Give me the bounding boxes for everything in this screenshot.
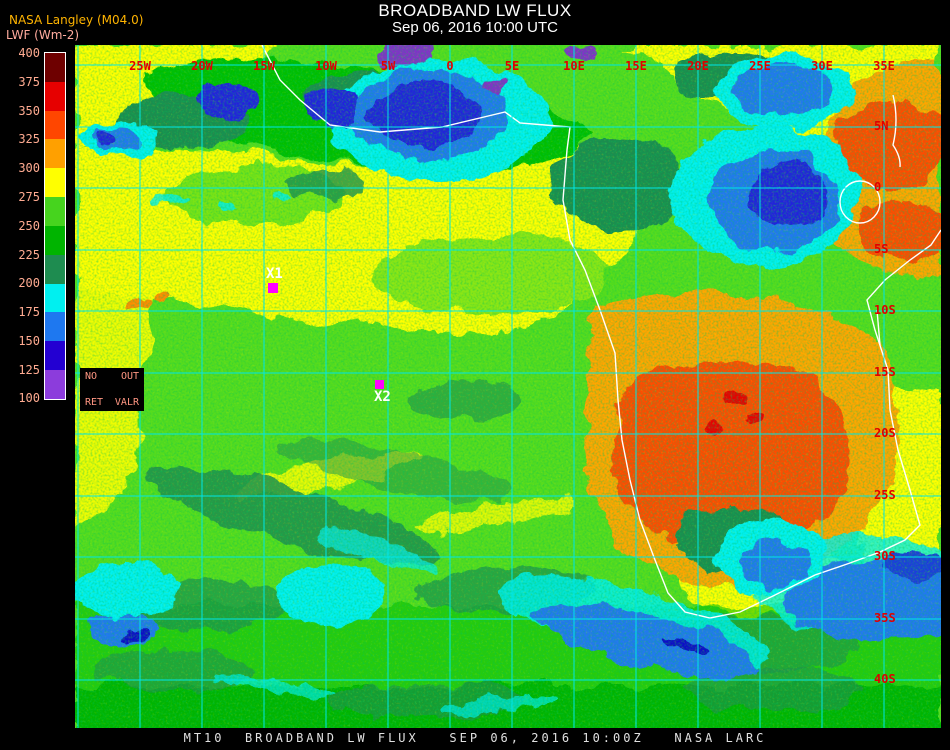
flag-label: OUT (120, 371, 139, 382)
colorbar-cell (45, 283, 65, 313)
lat-label: 20S (874, 426, 896, 440)
lon-label: 10E (563, 59, 585, 73)
colorbar (44, 52, 66, 400)
lon-label: 0 (446, 59, 454, 73)
flag-label: VALR (114, 397, 139, 408)
colorbar-tick: 275 (18, 190, 40, 204)
lat-label: 0 (874, 180, 882, 194)
lon-label: 15E (625, 59, 647, 73)
colorbar-cell (45, 370, 65, 399)
lon-label: 5W (380, 59, 396, 73)
lat-label: 5N (874, 119, 889, 133)
lat-label: 25S (874, 488, 896, 502)
flux-map (75, 45, 941, 728)
colorbar-cell (45, 225, 65, 255)
lat-label: 5S (874, 242, 889, 256)
lon-label: 20E (687, 59, 709, 73)
lon-label: 30E (811, 59, 833, 73)
flux-field (75, 45, 941, 728)
status-bar: MT10 BROADBAND LW FLUX SEP 06, 2016 10:0… (183, 731, 767, 745)
colorbar-cell (45, 341, 65, 371)
flag-label: RET (85, 397, 104, 408)
page-subtitle: Sep 06, 2016 10:00 UTC (392, 18, 558, 36)
colorbar-tick: 200 (18, 276, 40, 290)
title-block: BROADBAND LW FLUX Sep 06, 2016 10:00 UTC (0, 2, 950, 36)
colorbar-tick: 100 (18, 391, 40, 405)
lon-label: 20W (191, 59, 213, 73)
flag-label: NO (85, 371, 98, 382)
colorbar-tick: 300 (18, 161, 40, 175)
colorbar-tick: 125 (18, 363, 40, 377)
lat-label: 15S (874, 365, 896, 379)
lat-label: 10S (874, 303, 896, 317)
colorbar-cell (45, 197, 65, 226)
lat-label: 40S (874, 672, 896, 686)
flag-legend-box: NO OUT RET VALR (80, 368, 144, 411)
colorbar-tick: 400 (18, 46, 40, 60)
lat-label: 35S (874, 611, 896, 625)
colorbar-cell (45, 53, 65, 82)
colorbar-cell (45, 312, 65, 342)
colorbar-cell (45, 139, 65, 169)
site-marker-label: X2 (374, 389, 391, 405)
site-marker-square (375, 380, 384, 389)
colorbar-tick: 150 (18, 334, 40, 348)
colorbar-tick: 225 (18, 248, 40, 262)
site-marker-square (268, 283, 278, 293)
colorbar-cell (45, 81, 65, 111)
lon-label: 10W (315, 59, 337, 73)
lon-label: 5E (504, 59, 520, 73)
colorbar-tick: 325 (18, 132, 40, 146)
colorbar-tick: 375 (18, 75, 40, 89)
colorbar-cell (45, 254, 65, 284)
page-title: BROADBAND LW FLUX (378, 1, 572, 20)
lon-label: 25W (129, 59, 151, 73)
lon-label: 35E (873, 59, 895, 73)
coastline (261, 45, 941, 619)
site-marker-label: X1 (266, 266, 283, 282)
colorbar-tick: 350 (18, 104, 40, 118)
lon-label: 25E (749, 59, 771, 73)
colorbar-cell (45, 110, 65, 140)
lat-label: 30S (874, 549, 896, 563)
source-label: NASA Langley (M04.0) (9, 13, 144, 27)
colorbar-tick: 250 (18, 219, 40, 233)
units-label: LWF (Wm-2) (6, 28, 80, 42)
lon-label: 15W (253, 59, 275, 73)
colorbar-tick: 175 (18, 305, 40, 319)
colorbar-cell (45, 168, 65, 198)
